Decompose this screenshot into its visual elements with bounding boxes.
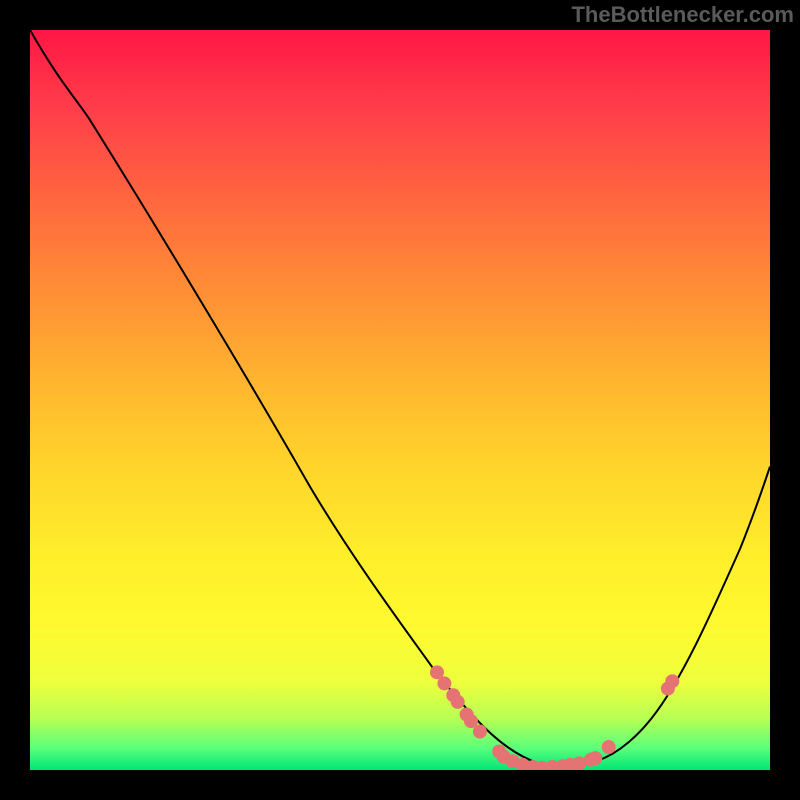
curve-marker xyxy=(665,674,679,688)
chart-svg xyxy=(30,30,770,770)
curve-marker xyxy=(588,751,602,765)
curve-marker xyxy=(451,695,465,709)
curve-marker xyxy=(437,676,451,690)
curve-marker xyxy=(473,725,487,739)
plot-wrap xyxy=(30,30,770,770)
curve-line xyxy=(30,30,770,767)
watermark-text: TheBottlenecker.com xyxy=(571,2,794,28)
curve-marker xyxy=(572,756,586,770)
chart-container: TheBottlenecker.com xyxy=(0,0,800,800)
marker-group xyxy=(430,665,679,770)
curve-marker xyxy=(602,740,616,754)
